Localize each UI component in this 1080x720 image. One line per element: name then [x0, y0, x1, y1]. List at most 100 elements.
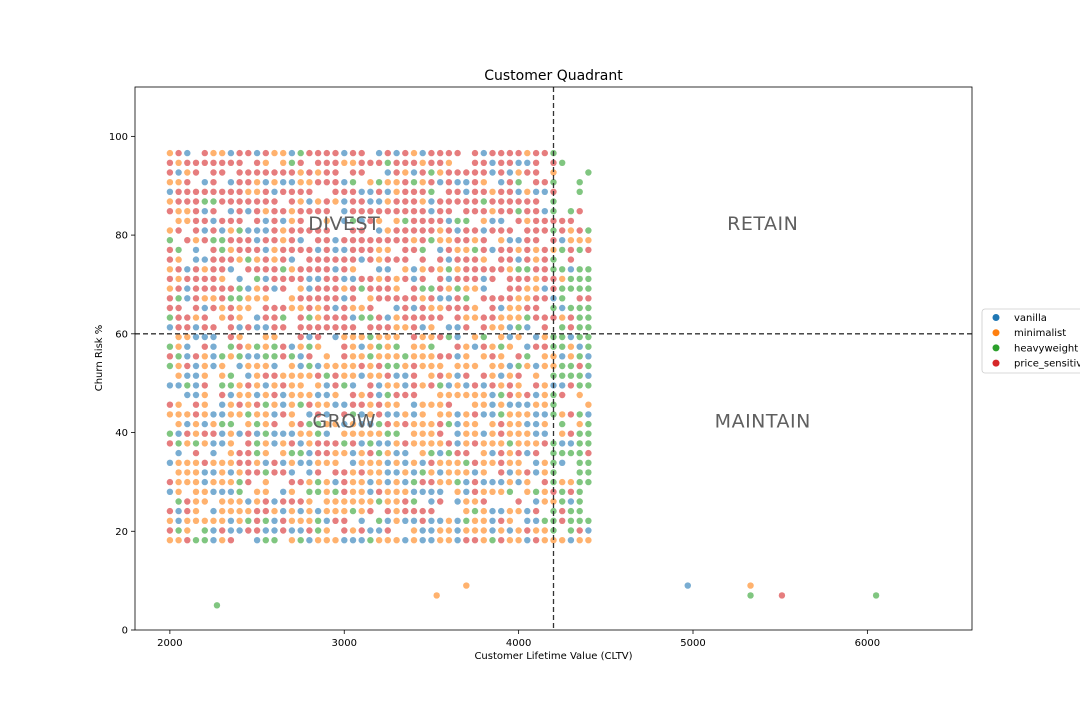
point-vanilla — [463, 179, 470, 186]
point-price_sensitive — [341, 266, 348, 273]
point-vanilla — [358, 188, 365, 195]
point-price_sensitive — [332, 149, 339, 157]
point-minimalist — [201, 353, 208, 360]
point-vanilla — [532, 391, 540, 399]
point-heavyweight — [524, 353, 531, 360]
point-vanilla — [532, 459, 540, 466]
point-minimalist — [219, 275, 226, 283]
point-price_sensitive — [201, 343, 208, 350]
point-minimalist — [506, 507, 514, 515]
point-heavyweight — [585, 430, 592, 437]
point-price_sensitive — [437, 149, 444, 157]
point-minimalist — [166, 537, 174, 544]
point-minimalist — [341, 507, 348, 515]
point-price_sensitive — [367, 208, 374, 215]
point-price_sensitive — [219, 285, 226, 292]
point-heavyweight — [349, 217, 357, 225]
point-minimalist — [498, 488, 505, 495]
quadrant-label-divest: DIVEST — [308, 213, 380, 235]
point-vanilla — [489, 391, 496, 399]
point-price_sensitive — [306, 304, 313, 312]
point-heavyweight — [550, 227, 557, 234]
point-minimalist — [402, 488, 409, 495]
point-minimalist — [515, 411, 522, 418]
point-minimalist — [445, 159, 453, 166]
point-price_sensitive — [489, 198, 496, 205]
point-minimalist — [341, 159, 348, 166]
point-minimalist — [384, 488, 391, 495]
point-heavyweight — [419, 246, 426, 254]
point-heavyweight — [271, 353, 278, 360]
point-price_sensitive — [297, 478, 304, 486]
point-price_sensitive — [349, 208, 357, 215]
point-minimalist — [559, 537, 566, 544]
point-price_sensitive — [524, 275, 531, 283]
point-minimalist — [393, 179, 400, 186]
point-minimalist — [297, 430, 304, 437]
point-vanilla — [271, 440, 278, 447]
point-heavyweight — [567, 275, 575, 283]
point-heavyweight — [576, 382, 583, 389]
point-minimalist — [402, 469, 409, 476]
point-price_sensitive — [236, 449, 243, 457]
point-price_sensitive — [192, 449, 200, 457]
point-minimalist — [445, 517, 453, 524]
point-vanilla — [402, 517, 409, 524]
point-vanilla — [419, 488, 426, 495]
point-price_sensitive — [192, 275, 200, 283]
point-price_sensitive — [358, 527, 365, 534]
point-price_sensitive — [437, 314, 444, 321]
y-tick-label: 100 — [109, 132, 128, 143]
point-price_sensitive — [288, 478, 296, 486]
point-minimalist — [419, 266, 426, 273]
point-minimalist — [227, 246, 235, 254]
point-minimalist — [471, 430, 479, 437]
point-price_sensitive — [323, 256, 330, 263]
point-price_sensitive — [297, 275, 304, 283]
point-minimalist — [419, 382, 426, 389]
point-vanilla — [245, 208, 252, 215]
point-price_sensitive — [506, 275, 514, 283]
point-price_sensitive — [323, 227, 330, 234]
point-minimalist — [375, 478, 383, 486]
point-vanilla — [454, 324, 461, 331]
point-vanilla — [227, 208, 235, 215]
point-minimalist — [358, 459, 365, 466]
point-vanilla — [184, 266, 191, 273]
point-price_sensitive — [410, 324, 418, 331]
point-price_sensitive — [410, 382, 418, 389]
point-vanilla — [323, 517, 330, 524]
point-vanilla — [184, 372, 191, 379]
point-minimalist — [175, 372, 182, 379]
point-price_sensitive — [184, 507, 191, 515]
point-minimalist — [175, 179, 182, 186]
point-vanilla — [210, 343, 217, 350]
point-price_sensitive — [271, 324, 278, 331]
point-price_sensitive — [410, 507, 418, 515]
point-vanilla — [306, 198, 313, 205]
point-vanilla — [184, 391, 191, 399]
point-price_sensitive — [358, 169, 365, 176]
point-price_sensitive — [480, 159, 487, 166]
point-price_sensitive — [559, 227, 566, 234]
point-minimalist — [541, 362, 548, 370]
point-minimalist — [550, 169, 557, 176]
point-vanilla — [332, 333, 339, 341]
point-vanilla — [253, 537, 261, 544]
point-price_sensitive — [506, 256, 514, 263]
point-price_sensitive — [245, 449, 252, 457]
point-vanilla — [253, 324, 261, 331]
point-vanilla — [262, 459, 269, 466]
point-vanilla — [437, 488, 444, 495]
point-minimalist — [471, 517, 479, 524]
point-price_sensitive — [245, 430, 252, 437]
point-price_sensitive — [341, 353, 348, 360]
point-minimalist — [506, 459, 514, 466]
point-price_sensitive — [227, 324, 235, 331]
point-vanilla — [524, 159, 531, 166]
point-vanilla — [375, 382, 383, 389]
point-heavyweight — [445, 420, 453, 428]
point-price_sensitive — [402, 295, 409, 302]
point-minimalist — [402, 266, 409, 273]
point-vanilla — [227, 149, 235, 157]
